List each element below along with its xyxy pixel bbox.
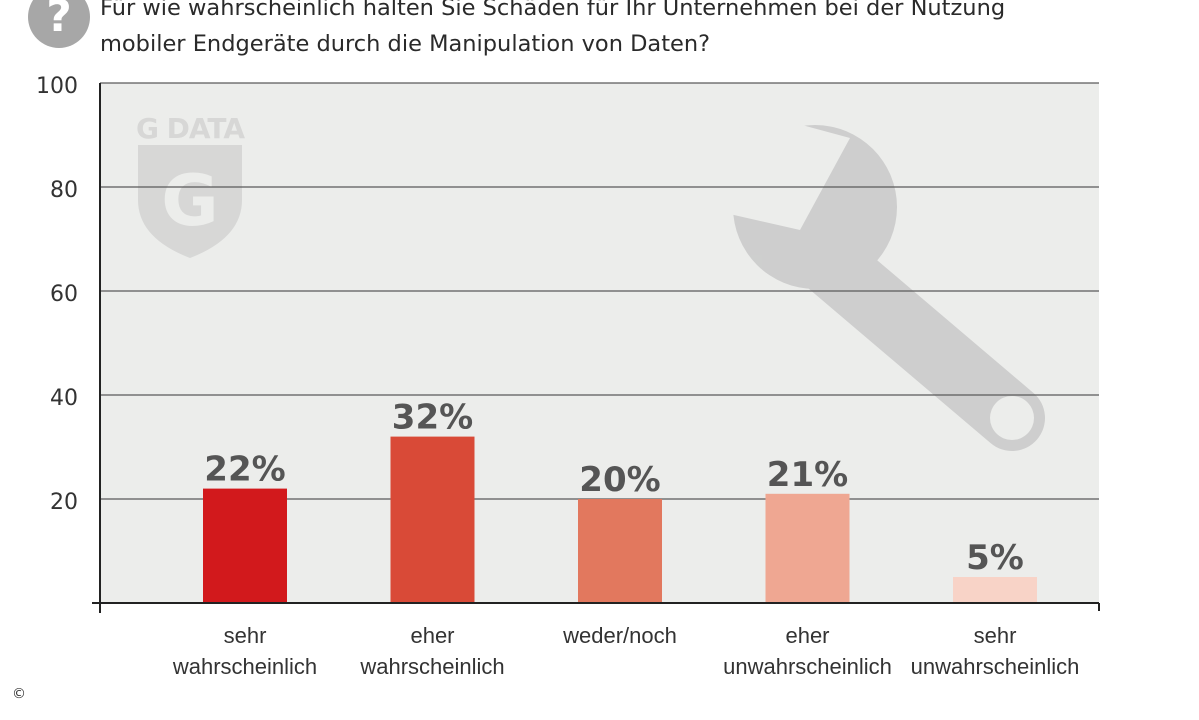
x-tick-label: wahrscheinlich — [359, 654, 504, 679]
copyright-icon: © — [12, 686, 26, 702]
x-tick-label: eher — [785, 623, 829, 648]
y-tick-label: 40 — [50, 386, 78, 411]
chart-header: ? Für wie wahrscheinlich halten Sie Schä… — [0, 0, 1199, 80]
shield-icon — [138, 145, 242, 258]
bar — [203, 488, 287, 603]
y-tick-label: 80 — [50, 178, 78, 203]
x-tick-labels: sehr wahrscheinlich eher wahrscheinlich wede… — [172, 623, 1080, 679]
x-tick-label: unwahrscheinlich — [723, 654, 892, 679]
y-tick-label: 60 — [50, 282, 78, 307]
bar — [953, 577, 1037, 603]
bar-value-label: 5% — [966, 538, 1024, 578]
gdata-logo-watermark: G DATA G — [136, 112, 246, 258]
chart-title-line-2: mobiler Endgeräte durch die Manipulation… — [100, 31, 711, 57]
axes-group — [92, 83, 1100, 613]
x-tick-label: wahrscheinlich — [172, 654, 317, 679]
bars-group — [203, 436, 1037, 603]
question-circle-icon: ? — [28, 0, 90, 48]
gdata-logo-letter: G — [161, 160, 218, 242]
y-tick-label: 100 — [36, 74, 78, 99]
x-tick-label: sehr — [224, 623, 267, 648]
bar-value-label: 21% — [767, 455, 848, 495]
y-tick-label: 20 — [50, 490, 78, 515]
x-tick-label: unwahrscheinlich — [911, 654, 1080, 679]
gdata-logo-text: G DATA — [136, 112, 245, 145]
chart-title: Für wie wahrscheinlich halten Sie Schäde… — [100, 0, 1190, 62]
bar-value-label: 22% — [204, 450, 285, 490]
x-tick-label: weder/noch — [562, 623, 677, 648]
bar — [578, 499, 662, 603]
x-tick-label: sehr — [974, 623, 1017, 648]
bar — [765, 493, 850, 603]
x-tick-label: eher — [410, 623, 454, 648]
value-labels-group: 22% 32% 20% 21% 5% — [204, 398, 1024, 578]
chart-title-line-1: Für wie wahrscheinlich halten Sie Schäde… — [100, 0, 1006, 21]
bar-value-label: 20% — [579, 460, 660, 500]
wrench-icon — [670, 115, 1045, 451]
y-tick-labels: 20 40 60 80 100 — [36, 74, 78, 515]
bar-value-label: 32% — [392, 398, 473, 438]
bar — [390, 436, 475, 603]
